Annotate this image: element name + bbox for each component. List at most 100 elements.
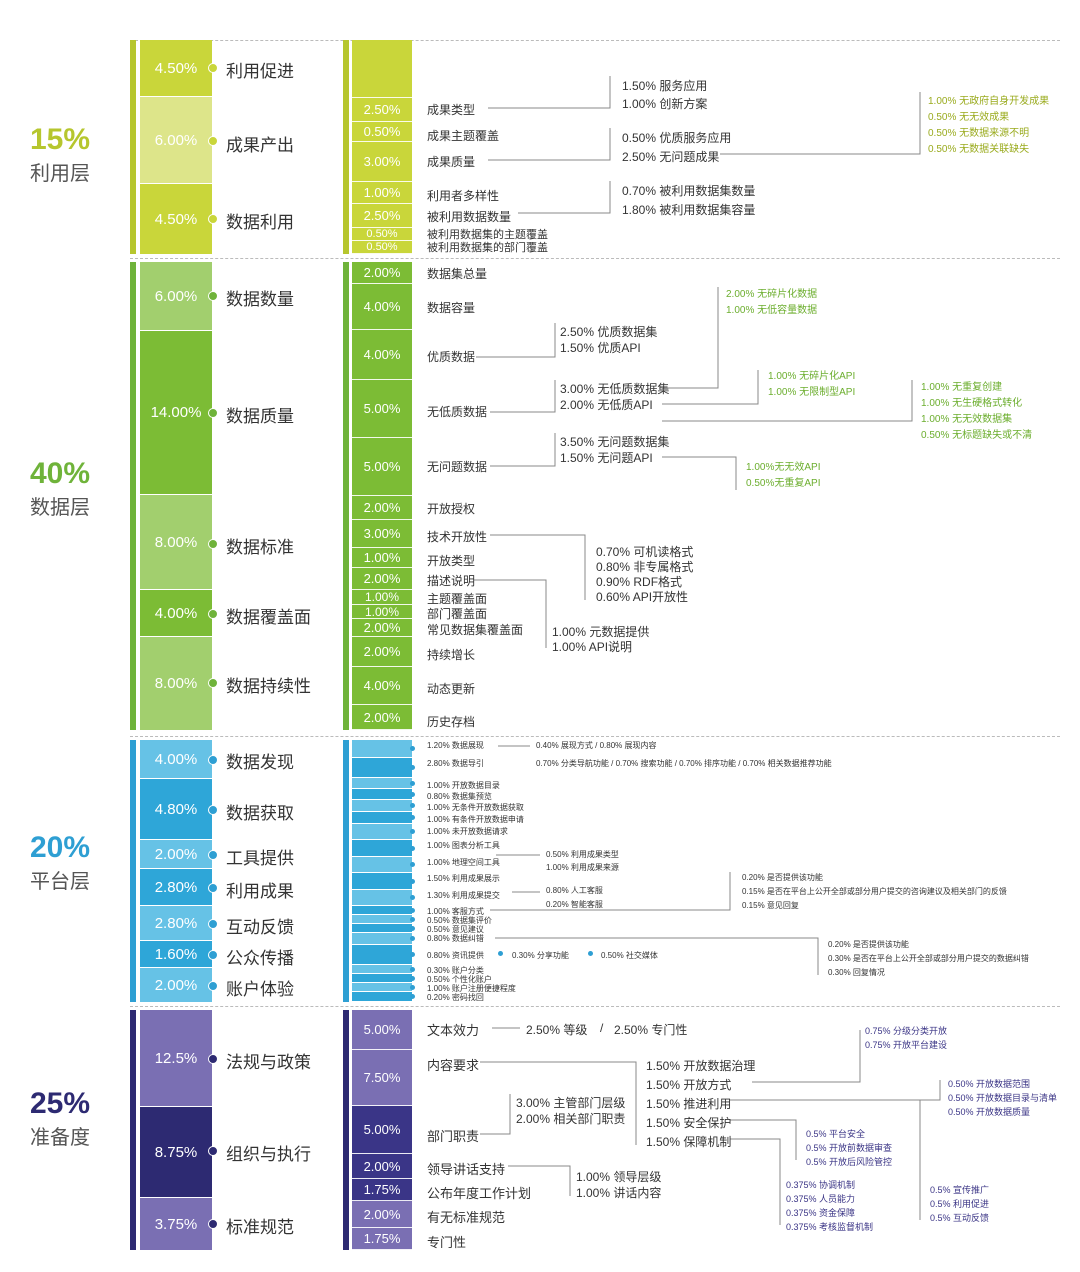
subitem-label: 数据容量: [427, 301, 476, 315]
subitem-value: [352, 40, 412, 98]
connector-line: [662, 456, 737, 490]
subitem-value: 2.00%: [352, 568, 412, 590]
note: 0.80% 人工客服: [546, 886, 603, 895]
subitem-label: 历史存档: [427, 715, 476, 729]
category-label: 数据覆盖面: [226, 608, 311, 627]
subitem-label: 描述说明: [427, 574, 476, 588]
subitem-dot-icon: [410, 862, 415, 867]
subitem-value: 4.00%: [352, 330, 412, 380]
separator: [130, 736, 1060, 737]
category-label: 数据获取: [226, 804, 294, 823]
note: 0.75% 开放平台建设: [865, 1040, 948, 1050]
subitem-value: 5.00%: [352, 380, 412, 438]
connector-line: [752, 1030, 861, 1083]
note: 1.00% 无低容量数据: [726, 305, 818, 316]
subitem-value: 2.00%: [352, 262, 412, 284]
subitem-strip: [352, 974, 412, 982]
connector-line: [476, 323, 556, 358]
subitem-label: 0.80% 数据集预览: [427, 792, 492, 801]
subitem-strip: [352, 890, 412, 905]
note: 1.00% 无限制型API: [768, 387, 856, 398]
category-value: 3.75%: [140, 1198, 212, 1250]
note: 3.00% 主管部门层级: [516, 1096, 626, 1110]
note: 2.00% 相关部门职责: [516, 1112, 626, 1126]
subitem-strip: [352, 800, 412, 811]
note: 1.50% 安全保护: [646, 1116, 732, 1130]
subitem-label: 技术开放性: [427, 530, 488, 544]
note: 2.50% 优质数据集: [560, 325, 658, 339]
category-dot-icon: [208, 755, 218, 765]
subitem-label: 部门职责: [427, 1129, 480, 1144]
subitem-value: 2.00%: [352, 496, 412, 520]
category-value: 1.60%: [140, 941, 212, 967]
category-dot-icon: [208, 539, 218, 549]
subitem-dot-icon: [410, 984, 415, 990]
layer-name-utilization: 利用层: [30, 163, 90, 185]
subitem-dot-icon: [410, 765, 415, 770]
subitem-value: 5.00%: [352, 438, 412, 496]
subitem-label: 内容要求: [427, 1058, 480, 1073]
connector-line: [662, 380, 913, 422]
note: 0.30% 回复情况: [828, 968, 885, 977]
subitem-label: 领导讲话支持: [427, 1162, 506, 1177]
social-dot-icon: [588, 951, 593, 956]
subitem-value: 4.00%: [352, 667, 412, 705]
connector-line: [518, 181, 611, 214]
layer-subbar-platform: [343, 740, 349, 1002]
connector-line: [495, 937, 819, 975]
subitem-value: 0.50%: [352, 228, 412, 241]
subitem-label: 开放授权: [427, 502, 476, 516]
category-label: 组织与执行: [226, 1145, 311, 1164]
subitem-strip: [352, 965, 412, 973]
note: 0.50% 利用成果类型: [546, 850, 619, 859]
subitem-value: 1.00%: [352, 605, 412, 619]
connector-line: [490, 872, 731, 911]
subitem-value: 4.00%: [352, 284, 412, 330]
connector-line: [488, 128, 611, 161]
note: 0.375% 资金保障: [786, 1208, 856, 1218]
subitem-dot-icon: [410, 916, 415, 922]
subitem-dot-icon: [410, 878, 415, 884]
note: 0.50% 无标题缺失或不清: [921, 430, 1033, 441]
note: 2.00% 无低质API: [560, 398, 653, 412]
category-value: 8.00%: [140, 637, 212, 730]
layer-percent-platform: 20%: [29, 831, 91, 864]
subitem-label: 1.00% 未开放数据请求: [427, 827, 508, 836]
subitem-label: 0.50% 数据集评价: [427, 916, 492, 925]
layer-name-data: 数据层: [30, 497, 90, 519]
layer-subbar-readiness: [343, 1010, 349, 1250]
layer-subbar-data: [343, 262, 349, 730]
category-label: 数据质量: [226, 407, 294, 426]
note: 3.50% 无问题数据集: [560, 435, 670, 449]
connector-line: [474, 579, 547, 648]
subitem-label: 2.80% 数据导引: [427, 759, 484, 768]
subitem-dot-icon: [410, 936, 415, 941]
note: 0.70% 被利用数据集数量: [622, 184, 756, 198]
subitem-dot-icon: [410, 791, 415, 797]
category-label: 工具提供: [226, 849, 294, 868]
subitem-value: 2.00%: [352, 705, 412, 730]
connector-line: [488, 76, 611, 109]
subitem-label: 有无标准规范: [427, 1210, 506, 1225]
note: 0.30% 分享功能: [512, 951, 569, 960]
subitem-label: 1.20% 数据展现: [427, 741, 484, 750]
subitem-label: 主题覆盖面: [427, 592, 488, 606]
subitem-dot-icon: [410, 895, 415, 900]
subitem-dot-icon: [410, 907, 415, 913]
category-dot-icon: [208, 136, 218, 146]
subitem-value: 2.00%: [352, 1201, 412, 1228]
note: 2.50% 无问题成果: [622, 150, 720, 164]
subitem-dot-icon: [410, 803, 415, 808]
note: 3.00% 无低质数据集: [560, 382, 670, 396]
subitem-label: 被利用数据数量: [427, 210, 512, 224]
note: 0.50% 无数据来源不明: [928, 128, 1030, 139]
subitem-dot-icon: [410, 829, 415, 834]
category-label: 标准规范: [226, 1218, 294, 1237]
category-value: 6.00%: [140, 262, 212, 330]
note: 2.50% 专门性: [614, 1023, 688, 1037]
subitem-strip: [352, 906, 412, 914]
category-dot-icon: [208, 883, 218, 893]
connector-line: [730, 1099, 921, 1220]
subitem-strip: [352, 789, 412, 799]
